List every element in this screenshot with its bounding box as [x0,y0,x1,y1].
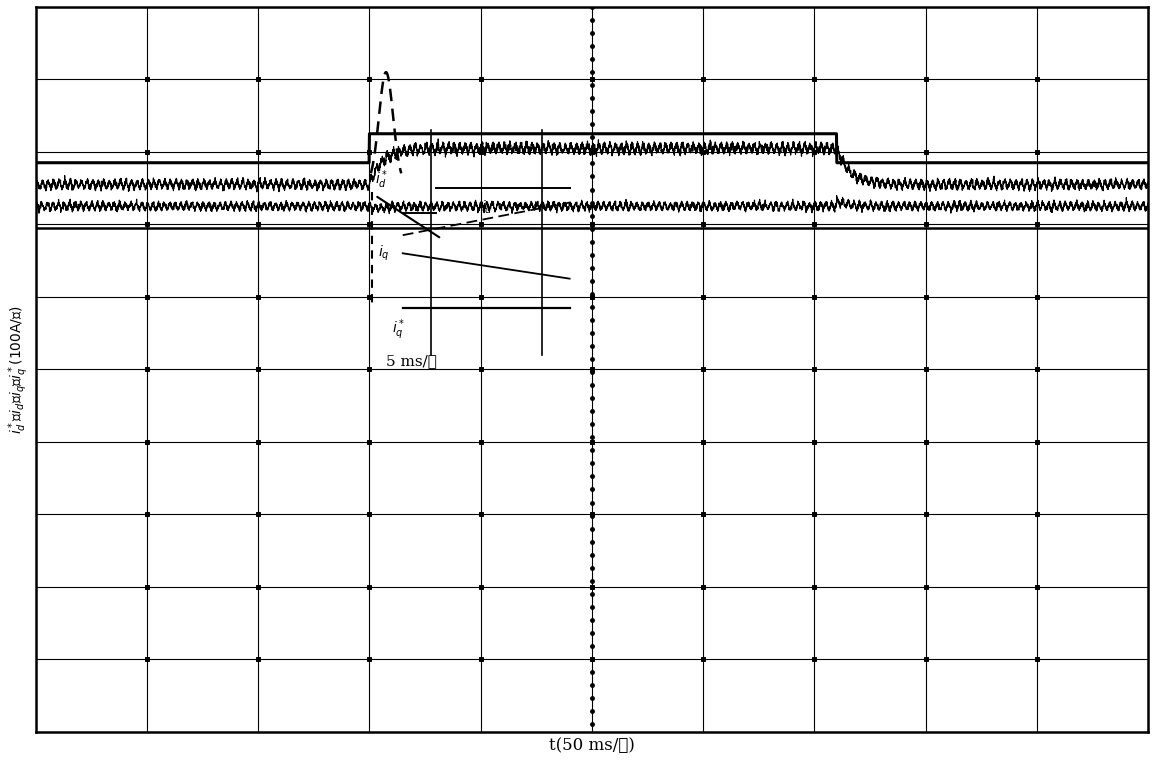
X-axis label: t(50 ms/格): t(50 ms/格) [549,737,635,754]
Text: $i_q$: $i_q$ [378,244,390,263]
Text: 5 ms/格: 5 ms/格 [386,355,437,368]
Text: $i^*_d$: $i^*_d$ [375,169,388,192]
Text: $i^*_q$: $i^*_q$ [392,317,405,342]
Text: $i_d$: $i_d$ [480,199,493,215]
Y-axis label: $i^*_d$、$i_d$、$i_q$、$i^*_q$(100A/格): $i^*_d$、$i_d$、$i_q$、$i^*_q$(100A/格) [7,305,31,434]
